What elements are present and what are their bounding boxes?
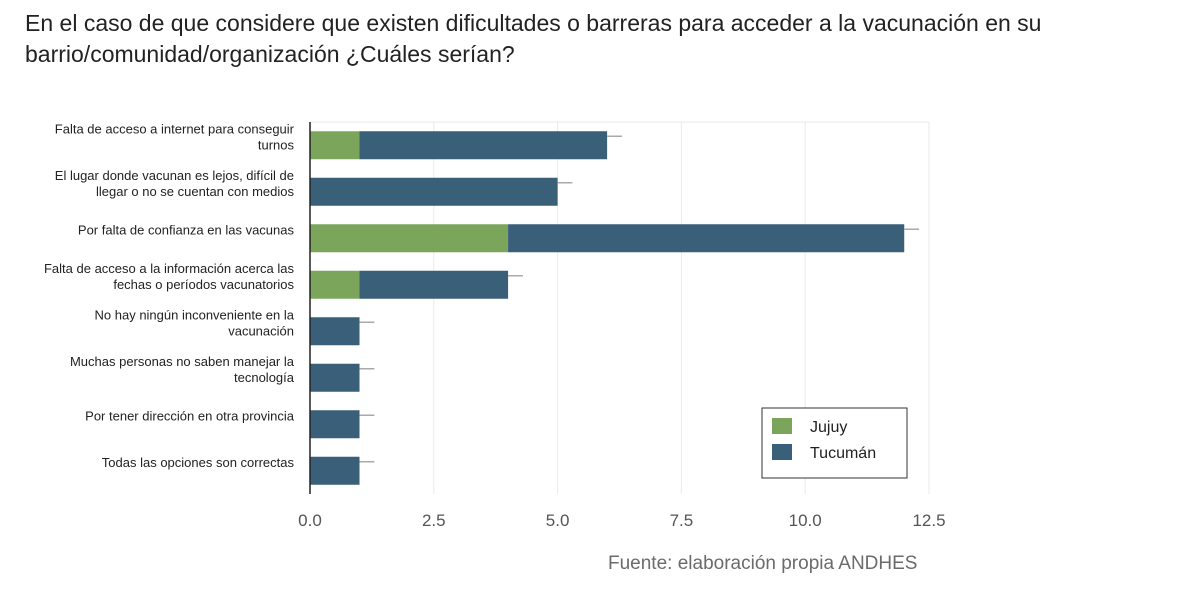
category-label: No hay ningún inconveniente en la [95,307,295,322]
bar-tucuman [310,177,558,206]
category-label: El lugar donde vacunan es lejos, difícil… [55,168,294,183]
legend-swatch-tucuman [772,444,792,460]
legend-swatch-jujuy [772,418,792,434]
bar-tucuman [359,131,608,160]
x-tick-label: 2.5 [422,511,446,530]
bar-tucuman [310,410,360,439]
x-tick-label: 5.0 [546,511,570,530]
category-label: vacunación [228,323,294,338]
category-label: Falta de acceso a la información acerca … [44,261,295,276]
bar-tucuman [310,456,360,485]
category-label: Muchas personas no saben manejar la [70,354,295,369]
x-tick-label: 12.5 [912,511,945,530]
category-label: fechas o períodos vacunatorios [113,277,294,292]
x-tick-label: 10.0 [789,511,822,530]
bar-tucuman [508,224,905,253]
category-label: Por tener dirección en otra provincia [85,408,295,423]
bar-jujuy [310,224,509,253]
bar-jujuy [310,270,360,299]
legend: Jujuy Tucumán [761,407,908,479]
category-label: Por falta de confianza en las vacunas [78,222,295,237]
category-label: Todas las opciones son correctas [102,455,295,470]
category-labels: Falta de acceso a internet para consegui… [44,121,295,470]
category-label: tecnología [234,370,295,385]
source-note: Fuente: elaboración propia ANDHES [608,553,918,574]
bar-tucuman [359,270,509,299]
bar-group [310,131,905,485]
x-axis-ticks: 0.0 2.5 5.0 7.5 10.0 12.5 [298,511,945,530]
bar-tucuman [310,317,360,346]
error-bar-group [359,135,920,463]
category-label: Falta de acceso a internet para consegui… [55,121,295,136]
legend-label-jujuy: Jujuy [810,419,847,436]
legend-label-tucuman: Tucumán [810,445,876,462]
x-tick-label: 0.0 [298,511,322,530]
category-label: turnos [258,137,295,152]
category-label: llegar o no se cuentan con medios [96,184,295,199]
chart-title: En el caso de que considere que existen … [25,10,1042,67]
bar-jujuy [310,131,360,160]
grid-lines [309,121,930,494]
bar-tucuman [310,363,360,392]
x-tick-label: 7.5 [670,511,694,530]
